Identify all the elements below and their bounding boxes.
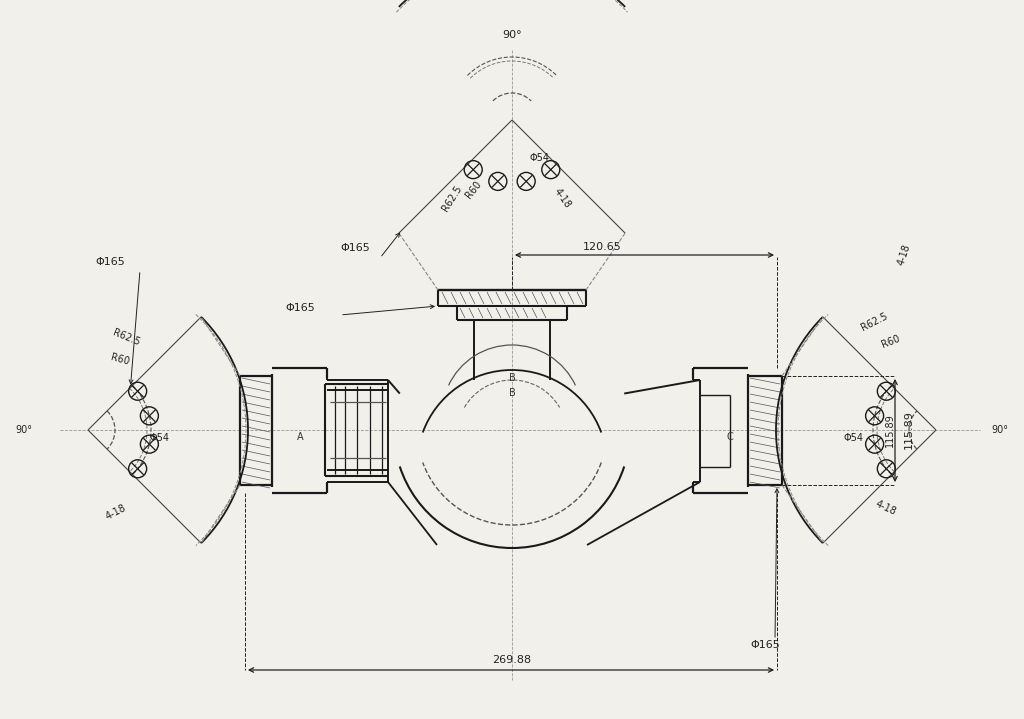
Text: 120.65: 120.65 — [583, 242, 622, 252]
Text: R62.5: R62.5 — [859, 311, 889, 333]
Text: 90°: 90° — [502, 30, 522, 40]
Text: R62.5: R62.5 — [111, 328, 141, 348]
Text: 90°: 90° — [991, 425, 1008, 435]
Text: Φ54: Φ54 — [844, 433, 864, 443]
Text: R60: R60 — [110, 353, 130, 367]
Text: R62.5: R62.5 — [440, 183, 464, 213]
Text: C: C — [727, 432, 733, 442]
Text: 4-18: 4-18 — [104, 503, 128, 521]
Text: 4-18: 4-18 — [896, 243, 912, 267]
Text: Φ165: Φ165 — [750, 640, 779, 650]
Text: R60: R60 — [464, 179, 483, 201]
Text: B: B — [509, 388, 515, 398]
Text: 4-18: 4-18 — [873, 499, 898, 517]
Text: 90°: 90° — [15, 425, 32, 435]
Text: B: B — [509, 373, 515, 383]
Text: R60: R60 — [881, 334, 902, 350]
Text: 4-18: 4-18 — [552, 186, 572, 210]
Text: Φ165: Φ165 — [95, 257, 125, 267]
Text: A: A — [297, 432, 303, 442]
Text: 115.89: 115.89 — [885, 413, 895, 447]
Text: Φ54: Φ54 — [530, 153, 550, 163]
Text: 115.89: 115.89 — [904, 411, 914, 449]
Text: Φ165: Φ165 — [285, 303, 314, 313]
Text: 269.88: 269.88 — [493, 655, 531, 665]
Text: Φ165: Φ165 — [340, 243, 370, 253]
Text: Φ54: Φ54 — [150, 433, 170, 443]
